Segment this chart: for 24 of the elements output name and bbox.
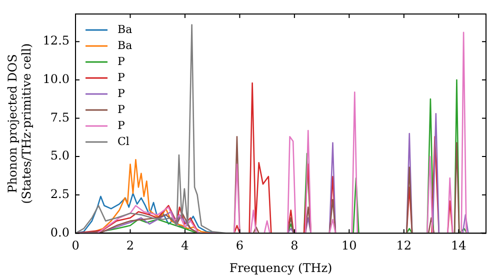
x-tick-label: 0: [72, 238, 80, 253]
legend-label: Ba: [118, 38, 133, 52]
legend-label: Cl: [118, 134, 130, 148]
x-tick-label: 4: [181, 238, 190, 253]
legend-label: P: [118, 102, 126, 116]
y-tick-label: 2.5: [50, 187, 70, 202]
legend-label: P: [118, 118, 126, 132]
legend-label: P: [118, 70, 126, 84]
y-tick-label: 10.0: [42, 72, 70, 86]
x-tick-label: 10: [342, 238, 357, 253]
x-tick-label: 14: [450, 238, 467, 253]
y-tick-label: 5.0: [50, 148, 70, 163]
legend-label: P: [118, 54, 126, 68]
y-tick-label: 0.0: [50, 225, 70, 240]
legend-label: Ba: [118, 22, 133, 36]
x-tick-label: 8: [290, 238, 298, 253]
legend-label: P: [118, 86, 126, 100]
y-tick-label: 12.5: [42, 34, 70, 48]
x-tick-label: 6: [236, 238, 244, 253]
x-tick-label: 2: [126, 238, 134, 253]
x-tick-label: 12: [396, 238, 412, 253]
x-axis-title: Frequency (THz): [229, 260, 332, 275]
y-axis-title: Phonon projected DOS (States/THz·primitive cell): [5, 43, 34, 204]
y-tick-label: 7.5: [50, 110, 70, 124]
